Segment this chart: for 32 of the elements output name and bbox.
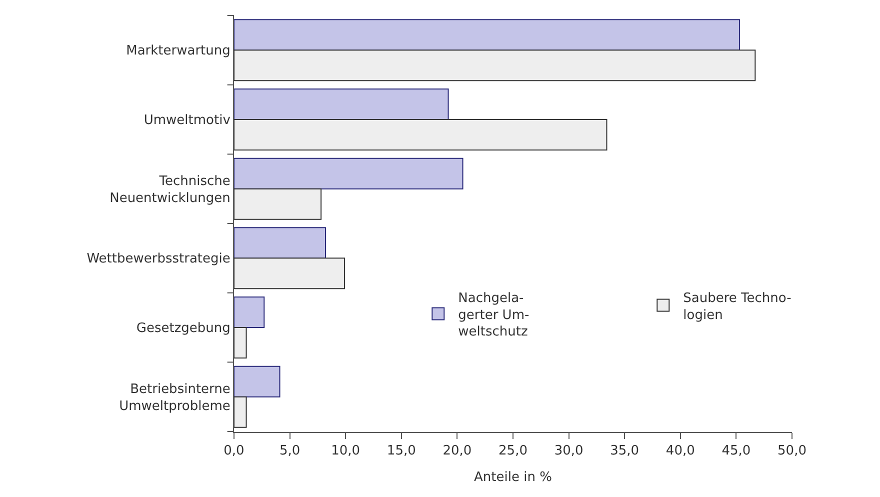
x-tick-label: 50,0 — [778, 444, 806, 459]
y-tick-label: Gesetzgebung — [136, 321, 230, 336]
y-tick-label: Betriebsinterne Umweltprobleme — [119, 382, 230, 414]
x-tick-label: 30,0 — [554, 444, 584, 459]
x-tick-label: 15,0 — [386, 444, 416, 459]
bar — [234, 327, 247, 359]
x-tick-label: 5,0 — [279, 444, 300, 459]
x-tick-label: 40,0 — [666, 444, 695, 459]
x-tick-label: 10,0 — [331, 444, 360, 459]
bar — [234, 188, 322, 220]
x-tick-label: 20,0 — [442, 444, 472, 459]
bar — [234, 227, 326, 259]
x-tick-label: 0,0 — [224, 444, 244, 459]
bar — [234, 258, 345, 290]
y-tick-label: Markterwartung — [126, 44, 230, 59]
bar — [234, 19, 740, 51]
y-tick-label: Wettbewerbsstrategie — [86, 252, 230, 267]
legend-label: Saubere Techno- logien — [683, 290, 792, 323]
bar — [234, 158, 464, 190]
bar — [234, 50, 756, 82]
bar — [234, 366, 280, 398]
bar — [234, 88, 449, 120]
y-tick-label: Umweltmotiv — [144, 113, 231, 128]
bar — [234, 119, 608, 151]
legend-label: Nachgela- gerter Um- weltschutz — [458, 290, 530, 340]
bar — [234, 396, 247, 428]
x-tick-label: 25,0 — [498, 444, 528, 459]
x-tick-label: 45,0 — [722, 444, 751, 459]
bar — [234, 296, 265, 328]
x-axis-title: Anteile in % — [474, 470, 552, 485]
y-tick-label: Technische Neuentwicklungen — [110, 174, 230, 206]
x-tick-label: 35,0 — [610, 444, 640, 459]
